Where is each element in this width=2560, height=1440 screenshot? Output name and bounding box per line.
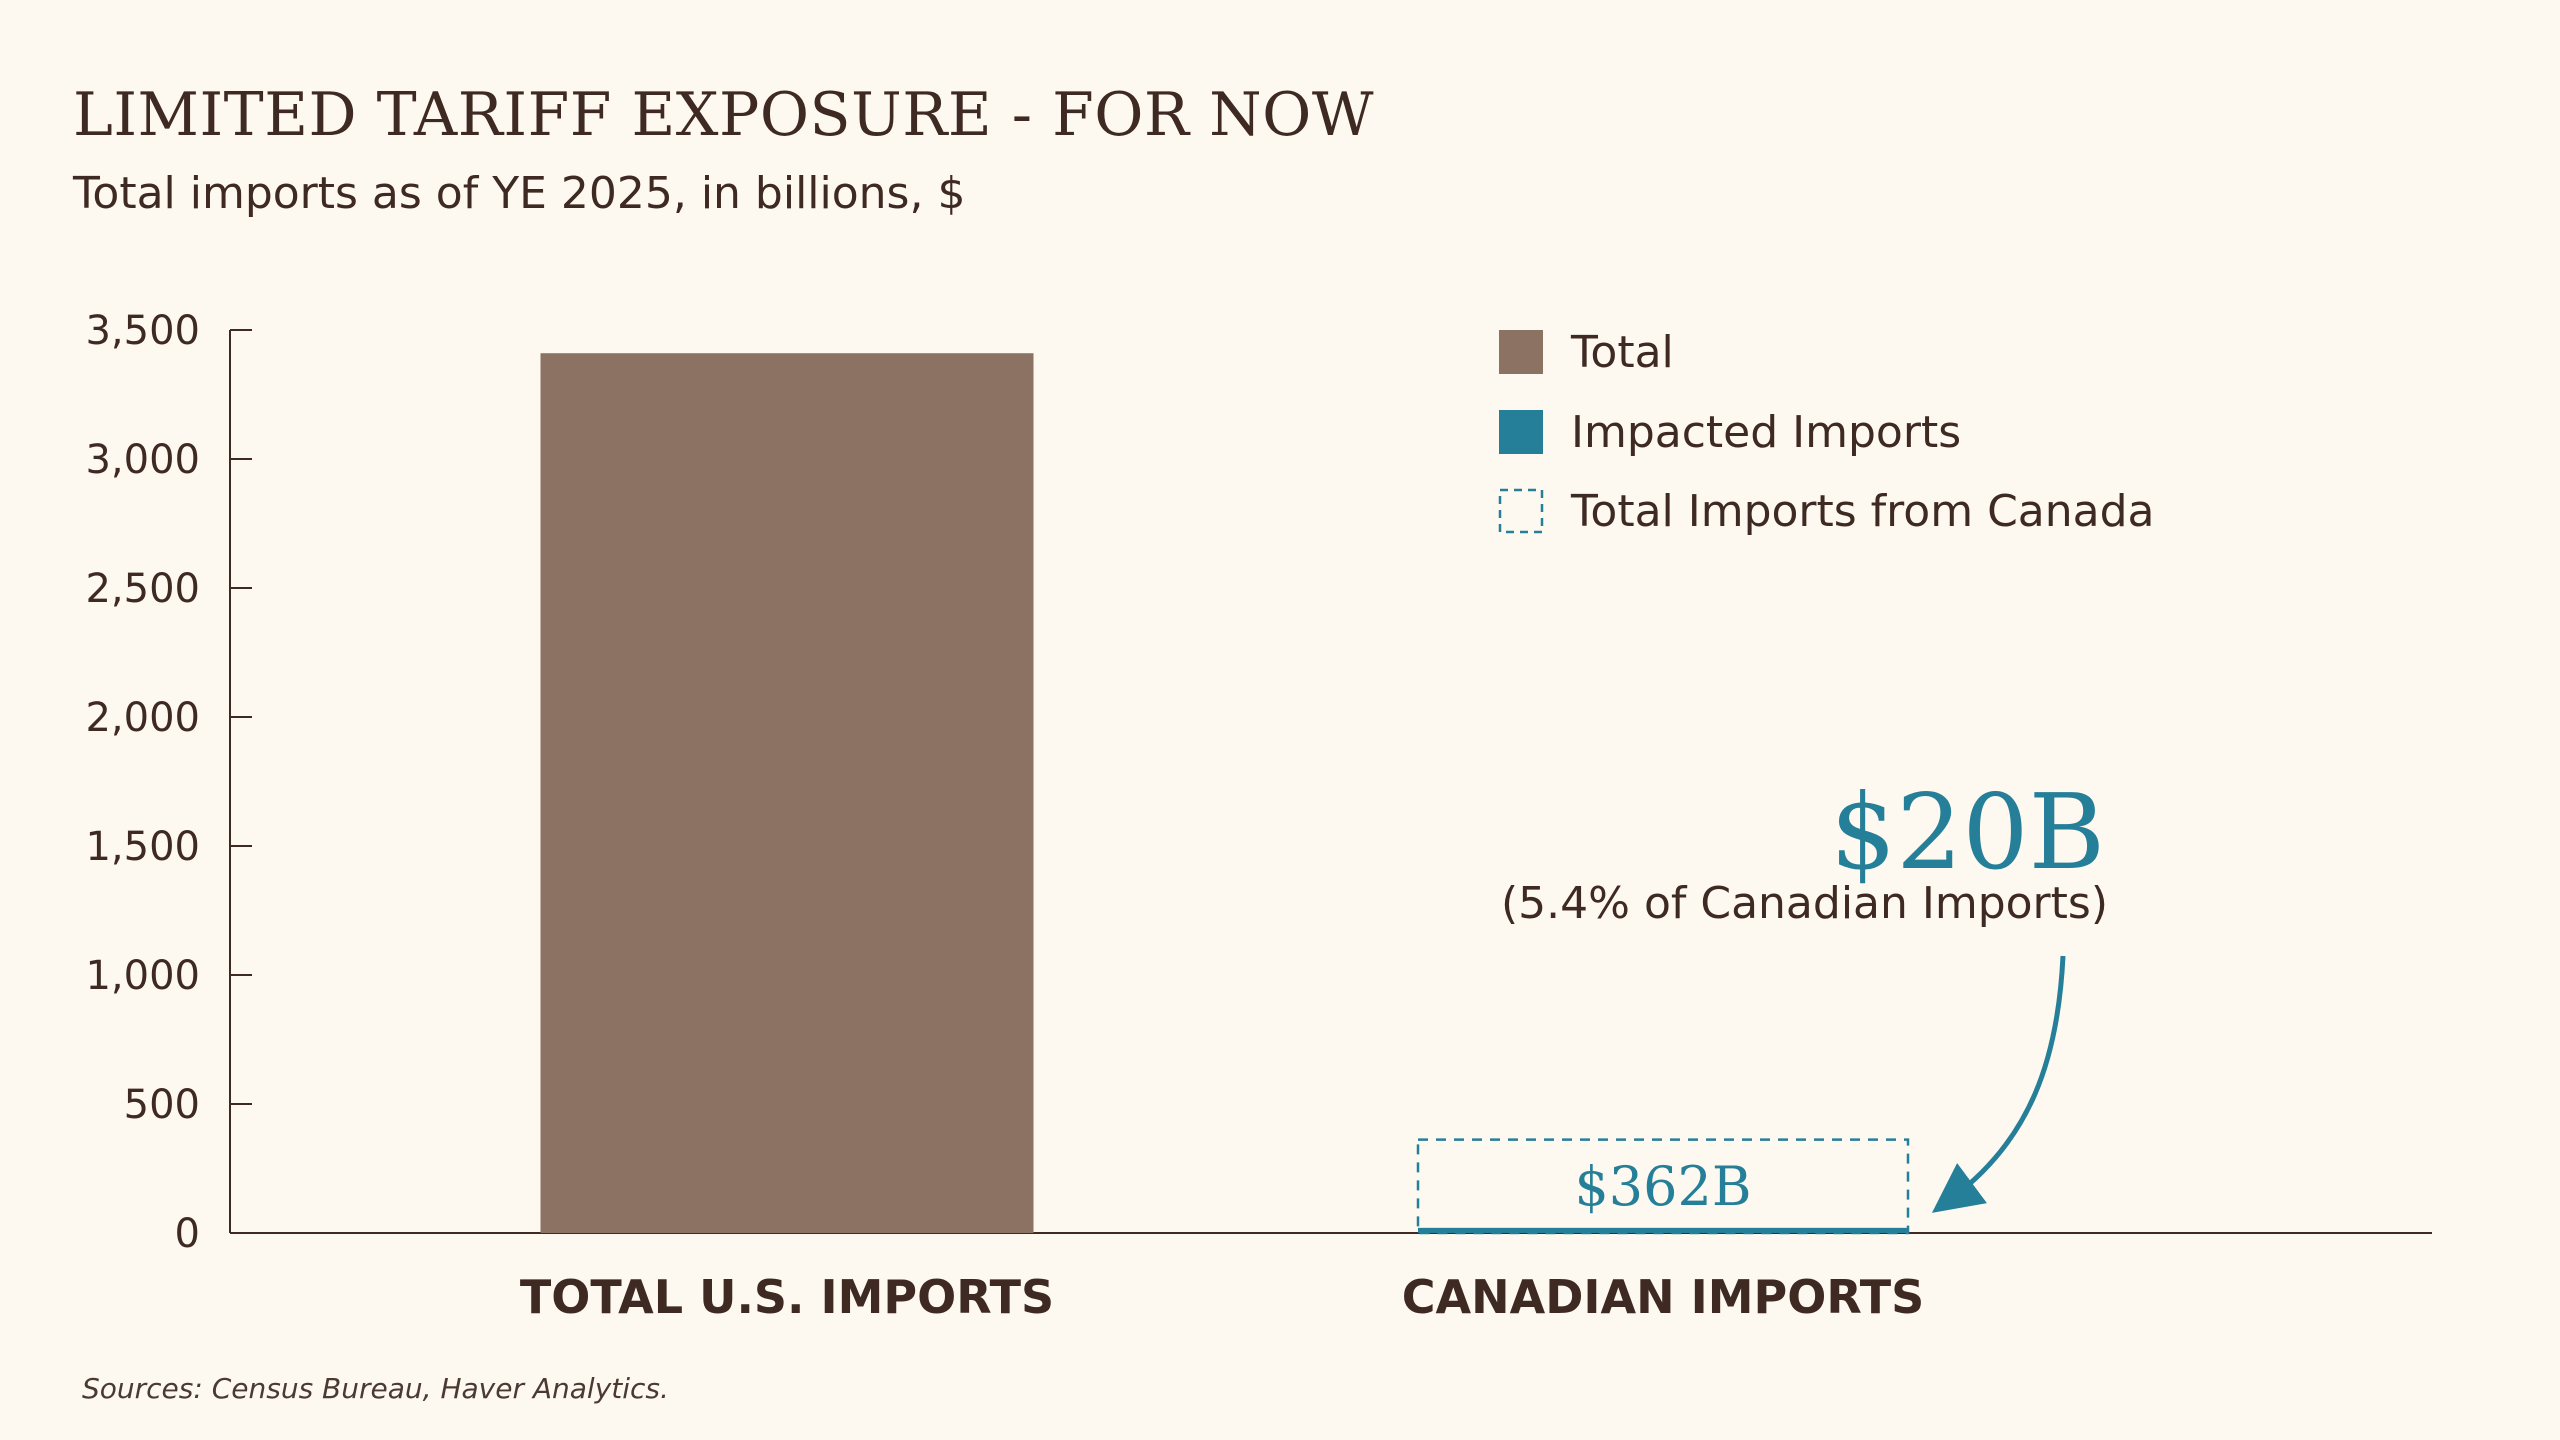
callout-arrow	[1931, 955, 2066, 1213]
x-category-label: TOTAL U.S. IMPORTS	[520, 1270, 1054, 1324]
y-tick-label: 2,000	[85, 695, 200, 741]
legend-swatch-canada	[1498, 488, 1544, 534]
legend-label: Impacted Imports	[1571, 407, 1961, 458]
impacted-value-callout: $20B	[1830, 771, 2105, 893]
bars: $362B	[540, 353, 1910, 1235]
legend: Total Impacted Imports Total Imports from …	[1498, 327, 2155, 537]
x-category-label: CANADIAN IMPORTS	[1402, 1270, 1924, 1324]
impacted-share-note: (5.4% of Canadian Imports)	[1501, 878, 2108, 929]
bar-total-us-imports	[540, 353, 1034, 1234]
y-axis: 0 500 1,000 1,500 2,000 2,500 3,000 3,500	[85, 308, 2432, 1257]
annotations: $20B(5.4% of Canadian Imports)	[1501, 771, 2108, 1213]
canada-value-label: $362B	[1574, 1155, 1751, 1218]
x-axis-labels: TOTAL U.S. IMPORTS CANADIAN IMPORTS	[520, 1270, 1924, 1324]
y-tick-label: 0	[175, 1211, 200, 1257]
y-tick-label: 1,000	[85, 953, 200, 999]
y-tick-label: 3,000	[85, 437, 200, 483]
chart-subtitle: Total imports as of YE 2025, in billions…	[73, 168, 966, 219]
source-note: Sources: Census Bureau, Haver Analytics.	[82, 1372, 669, 1405]
y-tick-label: 3,500	[85, 308, 200, 354]
y-tick-label: 2,500	[85, 566, 200, 612]
legend-swatch-impacted	[1499, 410, 1543, 454]
y-tick-label: 1,500	[85, 824, 200, 870]
legend-label: Total Imports from Canada	[1570, 486, 2155, 537]
legend-swatch-total	[1499, 330, 1543, 374]
chart-title: LIMITED TARIFF EXPOSURE - FOR NOW	[73, 80, 1375, 150]
legend-label: Total	[1570, 327, 1674, 378]
y-tick-label: 500	[124, 1082, 200, 1128]
bar-impacted-imports	[1418, 1227, 1908, 1233]
